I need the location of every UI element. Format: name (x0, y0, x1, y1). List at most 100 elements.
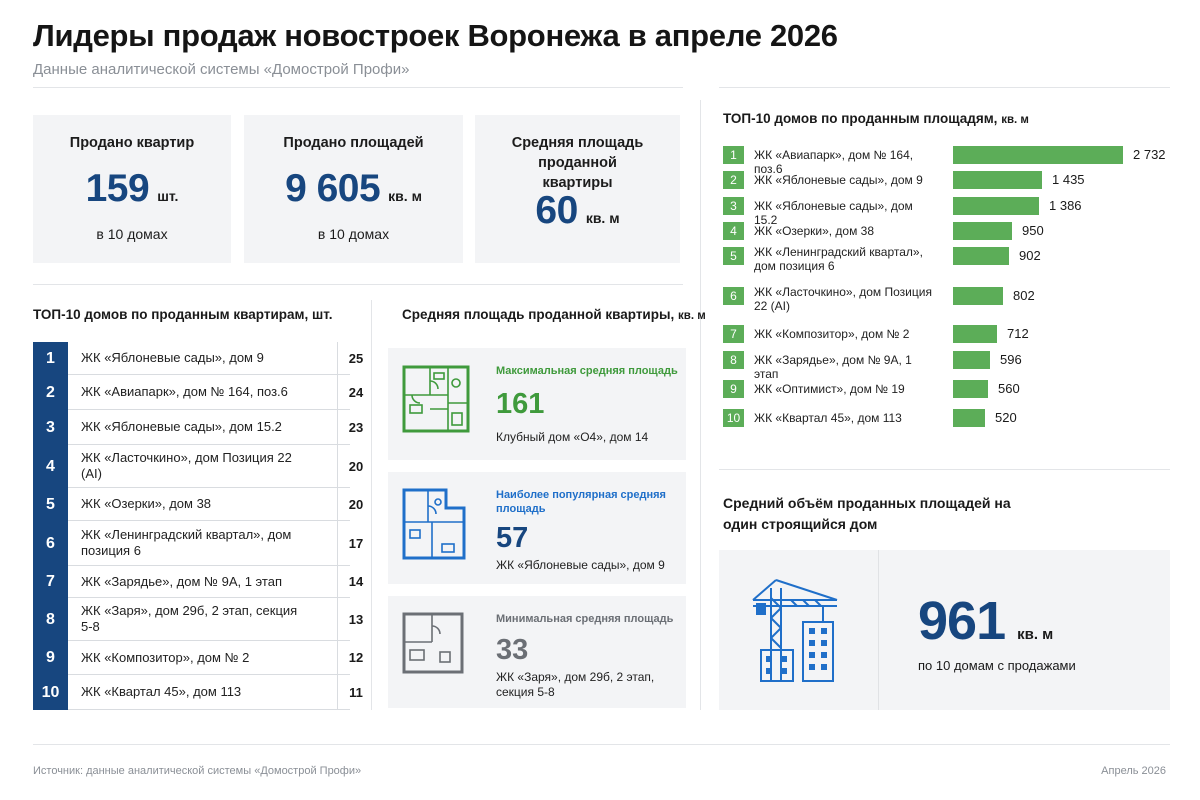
chart-value-label: 712 (1007, 326, 1029, 341)
cell-divider (337, 410, 338, 444)
house-name: ЖК «Авиапарк», дом № 164, поз.6 (81, 384, 288, 399)
chart-bar (953, 171, 1042, 189)
table-row: 1 ЖК «Яблоневые сады», дом 9 25 (33, 342, 363, 375)
cell-divider (337, 598, 338, 640)
chart-category-label: ЖК «Квартал 45», дом 113 (754, 411, 902, 425)
cell-divider (337, 566, 338, 597)
avg-card-value: 57 (496, 522, 529, 554)
chart-value-label: 1 435 (1052, 172, 1085, 187)
chart-rank-badge: 1 (723, 146, 744, 164)
stat-sub: в 10 домах (96, 226, 168, 242)
cell-divider (337, 375, 338, 409)
avg-card-label: Наиболее популярная средняя площадь (496, 489, 666, 515)
avg-card-label: Максимальная средняя площадь (496, 365, 678, 377)
stat-unit: кв. м (585, 210, 620, 226)
apartments-sold: 25 (348, 350, 364, 366)
stat-title: Продано площадей (283, 135, 424, 151)
avg-card-max: Максимальная средняя площадь 161 Клубный… (388, 348, 686, 460)
chart-value-label: 1 386 (1049, 198, 1082, 213)
table-row: 5 ЖК «Озерки», дом 38 20 (33, 488, 363, 521)
avg-volume-unit: кв. м (1017, 626, 1054, 643)
avg-volume-panel: 961 кв. м по 10 домам с продажами (719, 550, 1170, 710)
floor-plan-medium-icon (402, 488, 466, 560)
chart-bar (953, 380, 988, 398)
chart-category-label: ЖК «Зарядье», дом № 9А, 1 этап (754, 353, 912, 381)
avg-card-desc: ЖК «Яблоневые сады», дом 9 (496, 558, 665, 572)
chart-category-label: ЖК «Яблоневые сады», дом 15.2 (754, 199, 913, 227)
chart-category-label: ЖК «Озерки», дом 38 (754, 224, 875, 238)
chart-rank-badge: 5 (723, 247, 744, 265)
house-name: ЖК «Яблоневые сады», дом 15.2 (81, 419, 282, 434)
cell-divider (337, 641, 338, 674)
chart-value-label: 560 (998, 381, 1020, 396)
avg-card-label: Минимальная средняя площадь (496, 613, 674, 625)
chart-title: ТОП-10 домов по проданным площадям, кв. … (723, 111, 1029, 126)
chart-value-label: 950 (1022, 223, 1044, 238)
apartments-sold: 12 (348, 650, 364, 665)
chart-value-label: 902 (1019, 248, 1041, 263)
column-divider (700, 100, 701, 710)
rank-badge: 2 (33, 375, 68, 410)
table-row: 8 ЖК «Заря», дом 29б, 2 этап, секция 5-8 1… (33, 598, 363, 641)
avg-card-desc: ЖК «Заря», дом 29б, 2 этап, секция 5-8 (496, 670, 655, 699)
floor-plan-small-icon (402, 612, 464, 674)
chart-bar (953, 409, 985, 427)
table-row: 9 ЖК «Композитор», дом № 2 12 (33, 641, 363, 675)
table-row: 6 ЖК «Ленинградский квартал», дом позиция… (33, 521, 363, 566)
house-name: ЖК «Квартал 45», дом 113 (81, 684, 242, 699)
column-divider (371, 300, 372, 710)
stat-value: 60 (535, 189, 578, 232)
chart-bar (953, 146, 1123, 164)
apartments-sold: 20 (348, 458, 364, 474)
house-name: ЖК «Ласточкино», дом Позиция 22 (AI) (81, 450, 292, 481)
cell-divider (337, 445, 338, 487)
rank-badge: 9 (33, 641, 68, 675)
house-name: ЖК «Ленинградский квартал», дом позиция … (81, 527, 292, 558)
avg-area-title: Средняя площадь проданной квартиры, кв. … (402, 307, 706, 322)
stat-value: 9 605 (285, 167, 381, 210)
stat-card-area: Продано площадей 9 605 кв. м в 10 домах (244, 115, 463, 263)
chart-bar (953, 222, 1012, 240)
rank-badge: 1 (33, 342, 68, 375)
apartments-sold: 14 (348, 574, 364, 589)
chart-value-label: 2 732 (1133, 147, 1166, 162)
page-subtitle: Данные аналитической системы «Домострой … (33, 61, 410, 78)
avg-volume-value: 961 (918, 591, 1006, 651)
apartments-sold: 11 (349, 684, 363, 700)
avg-card-desc: Клубный дом «О4», дом 14 (496, 430, 649, 444)
chart-category-label: ЖК «Ласточкино», дом Позиция 22 (AI) (754, 285, 932, 313)
apartments-sold: 23 (348, 419, 364, 435)
floor-plan-large-icon (402, 365, 470, 433)
house-name: ЖК «Композитор», дом № 2 (81, 649, 250, 665)
cell-divider (337, 521, 338, 565)
table-row: 4 ЖК «Ласточкино», дом Позиция 22 (AI) 20 (33, 445, 363, 488)
house-name: ЖК «Зарядье», дом № 9А, 1 этап (81, 573, 282, 589)
chart-rank-badge: 4 (723, 222, 744, 240)
rank-badge: 5 (33, 488, 68, 521)
chart-rank-badge: 6 (723, 287, 744, 305)
page-title: Лидеры продаж новостроек Воронежа в апре… (33, 18, 838, 53)
table-row: 3 ЖК «Яблоневые сады», дом 15.2 23 (33, 410, 363, 445)
avg-card-value: 161 (496, 388, 545, 420)
construction-crane-icon (752, 579, 838, 682)
chart-bar (953, 197, 1039, 215)
chart-category-label: ЖК «Оптимист», дом № 19 (754, 382, 905, 396)
apartments-sold: 17 (348, 535, 364, 551)
stat-card-apartments: Продано квартир 159 шт. в 10 домах (33, 115, 231, 263)
apartments-sold: 13 (348, 611, 364, 627)
stat-title: Продано квартир (69, 135, 195, 151)
avg-volume-title: Средний объём проданных площадей на один… (723, 495, 1011, 532)
rank-badge: 4 (33, 445, 68, 488)
footer-date: Апрель 2026 (1101, 765, 1166, 777)
panel-divider (878, 550, 879, 710)
stat-unit: шт. (157, 188, 179, 204)
chart-rank-badge: 3 (723, 197, 744, 215)
apartments-sold: 24 (348, 384, 364, 400)
rank-badge: 10 (33, 675, 68, 710)
chart-value-label: 596 (1000, 352, 1022, 367)
cell-divider (337, 675, 338, 709)
apartments-sold: 20 (348, 496, 364, 512)
table-row: 2 ЖК «Авиапарк», дом № 164, поз.6 24 (33, 375, 363, 410)
top-apartments-title: ТОП-10 домов по проданным квартирам, шт. (33, 307, 333, 322)
stat-card-avg-area: Средняя площадь проданной квартиры 60 кв… (475, 115, 680, 263)
